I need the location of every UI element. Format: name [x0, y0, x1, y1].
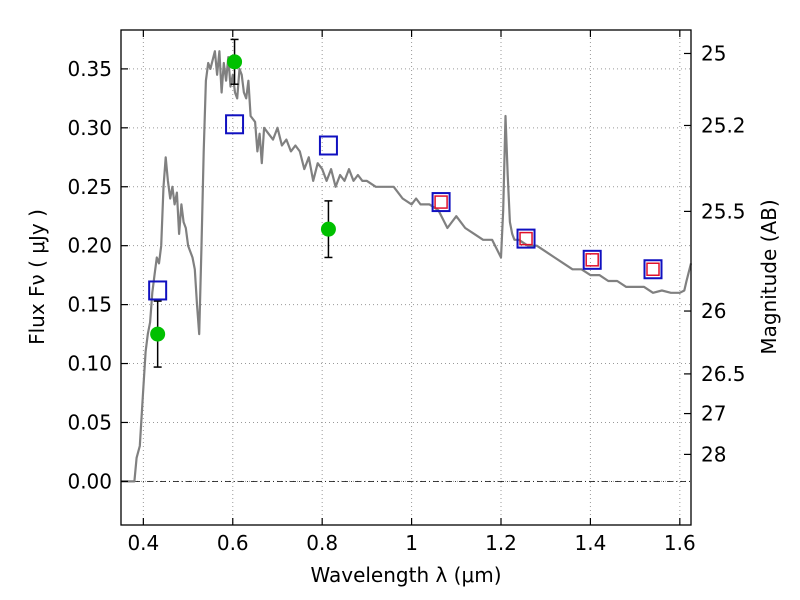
- axes: 0.4 0.6 0.8 1 1.2 1.4 1.6 0.00 0.05 0.10 0.15 0.20 0…: [67, 30, 746, 555]
- x-tick-label: 1.2: [485, 531, 517, 555]
- model-flux-square: [582, 249, 602, 270]
- y2-tick-label: 25: [701, 41, 726, 65]
- x-tick-label: 0.6: [217, 531, 249, 555]
- y2-tick-label: 26.5: [701, 362, 746, 386]
- x-tick-label: 1: [405, 531, 418, 555]
- y-tick-label: 0.05: [67, 410, 112, 434]
- model-flux-square: [225, 114, 245, 135]
- y2-tick-label: 27: [701, 402, 726, 426]
- x-axis-title: Wavelength λ (μm): [310, 563, 501, 587]
- y-tick-label: 0.10: [67, 352, 112, 376]
- observed-flux-point: [227, 54, 243, 70]
- observed-flux-point: [320, 221, 336, 237]
- y-tick-label: 0.25: [67, 175, 112, 199]
- predicted-flux-square: [519, 231, 533, 246]
- x-tick-label: 1.4: [575, 531, 607, 555]
- y-tick-label: 0.00: [67, 469, 112, 493]
- grid: [121, 30, 691, 525]
- model-flux-square: [318, 135, 338, 156]
- series-layer: [121, 38, 693, 483]
- y2-tick-label: 25.5: [701, 199, 746, 223]
- y-tick-label: 0.15: [67, 293, 112, 317]
- observed-flux-point: [150, 326, 166, 342]
- y2-axis-title: Magnitude (AB): [757, 199, 781, 354]
- predicted-flux-square: [434, 195, 448, 209]
- y-tick-label: 0.35: [67, 57, 112, 81]
- y2-tick-label: 26: [701, 299, 726, 323]
- y-tick-label: 0.30: [67, 116, 112, 140]
- model-flux-square: [516, 228, 536, 249]
- x-tick-label: 0.4: [127, 531, 159, 555]
- y2-tick-label: 25.2: [701, 113, 746, 137]
- model-flux-square: [431, 192, 451, 213]
- plot-frame: [120, 29, 692, 526]
- model-flux-square: [643, 259, 663, 280]
- x-tick-label: 1.6: [664, 531, 696, 555]
- sed-model-line: [121, 50, 693, 483]
- predicted-flux-square: [646, 262, 660, 276]
- y-tick-label: 0.20: [67, 234, 112, 258]
- y2-tick-label: 28: [701, 442, 726, 466]
- model-flux-square: [148, 280, 168, 301]
- predicted-flux-square: [585, 253, 599, 267]
- y-axis-title: Flux Fν ( μJy ): [25, 209, 49, 345]
- x-tick-label: 0.8: [306, 531, 338, 555]
